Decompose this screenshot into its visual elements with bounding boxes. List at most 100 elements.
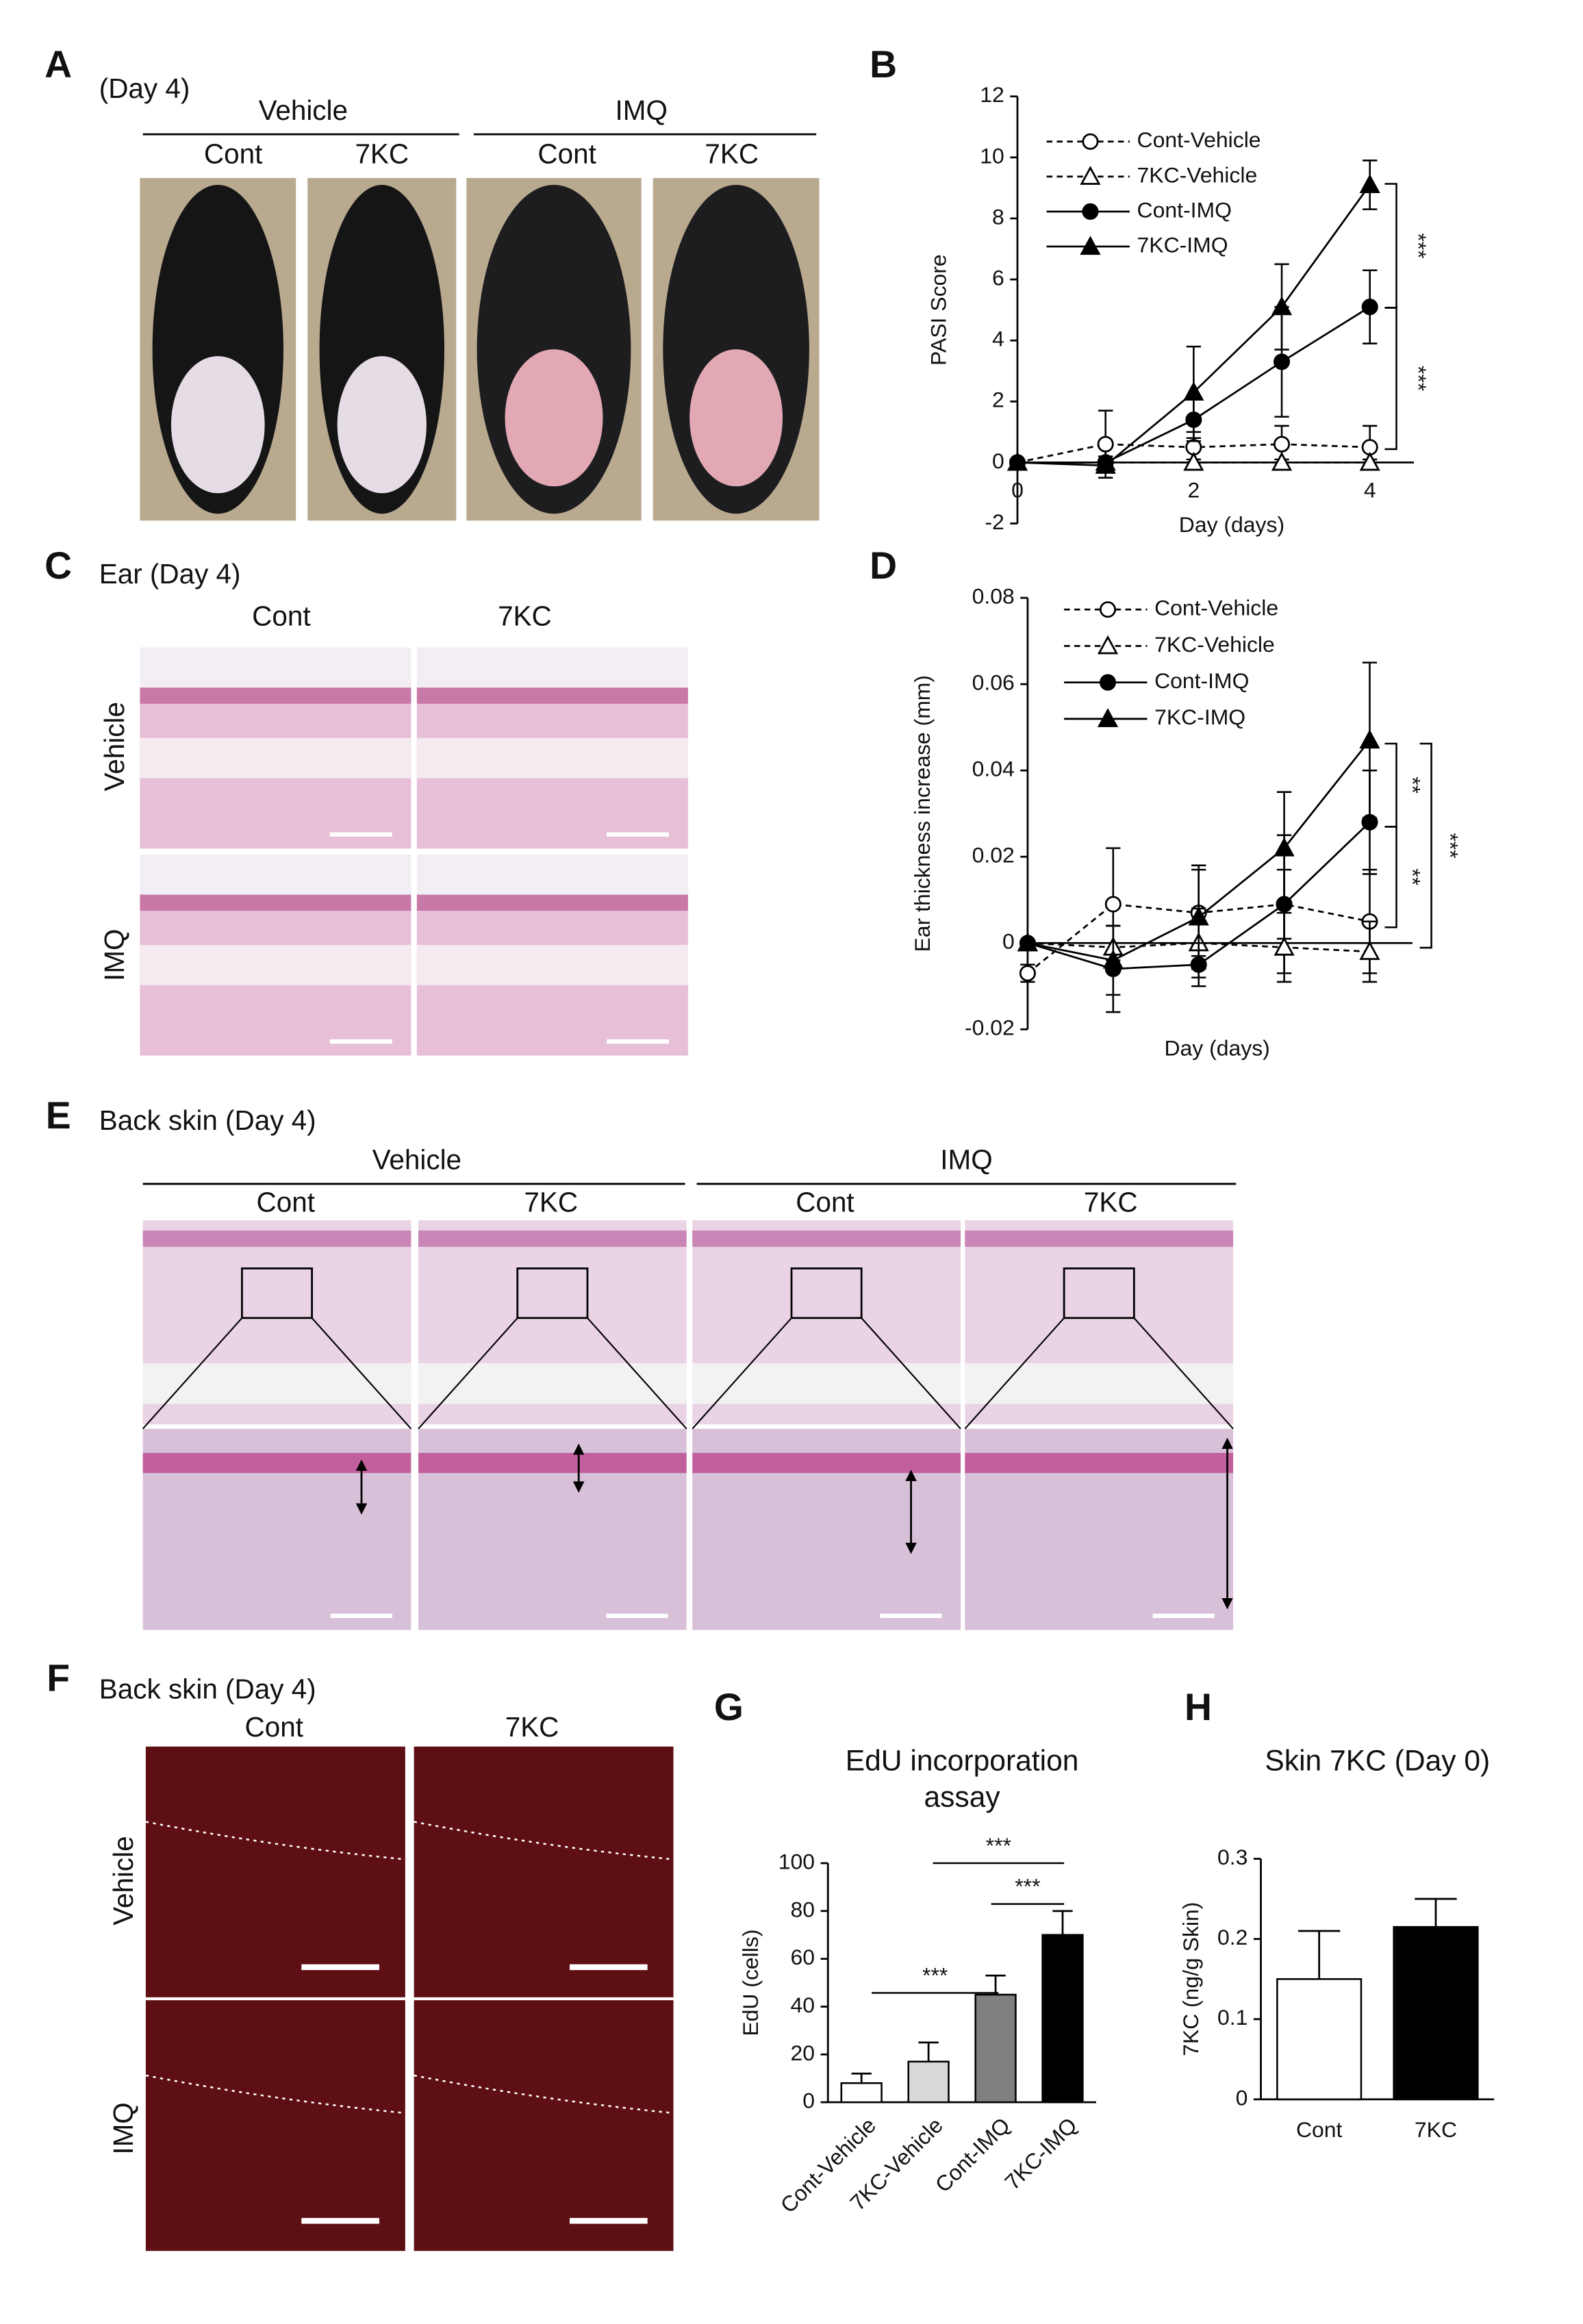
error-bar — [1298, 1930, 1341, 1980]
fat — [965, 1363, 1234, 1404]
panel-title: Back skin (Day 4) — [99, 1673, 316, 1704]
error-bar — [851, 2072, 872, 2084]
photo — [142, 1428, 411, 1630]
group-label: Vehicle — [372, 1144, 461, 1176]
bar — [1393, 1925, 1479, 2101]
zoom-line — [311, 1317, 412, 1430]
zoom-line — [1133, 1317, 1234, 1430]
cartilage — [416, 737, 688, 779]
data-point — [1359, 174, 1380, 194]
chart-title: Skin 7KC (Day 0) — [1265, 1744, 1490, 1777]
photo — [653, 177, 820, 521]
mouse-skin — [505, 349, 603, 487]
significance-label: *** — [1406, 366, 1431, 391]
legend-label: Cont-IMQ — [1154, 668, 1249, 693]
data-point — [1006, 451, 1028, 471]
zoom-line — [692, 1317, 792, 1430]
data-point — [1104, 896, 1122, 913]
legend-label: 7KC-Vehicle — [1137, 162, 1258, 187]
data-point — [1359, 729, 1380, 749]
legend-marker — [1080, 236, 1101, 255]
significance-label: *** — [1439, 833, 1463, 858]
photo — [466, 177, 642, 521]
zoom-box — [241, 1267, 313, 1319]
photo — [418, 1428, 687, 1630]
group-label: Vehicle — [259, 94, 348, 126]
x-tick-label: 0 — [1011, 477, 1024, 502]
significance-label: *** — [1015, 1874, 1040, 1899]
epidermis — [418, 1230, 687, 1247]
y-tick-label: 0.02 — [972, 843, 1015, 868]
significance-bracket — [1384, 183, 1397, 309]
group-label: IMQ — [940, 1144, 992, 1176]
significance-bracket — [1384, 742, 1397, 828]
data-point — [1361, 299, 1378, 316]
data-point — [1359, 941, 1380, 960]
legend-label: 7KC-IMQ — [1137, 232, 1228, 257]
legend-marker — [1097, 708, 1119, 727]
y-tick-label: 0.04 — [972, 757, 1015, 781]
data-point — [1274, 936, 1295, 956]
photo — [965, 1428, 1234, 1630]
x-tick-label: Cont — [1296, 2117, 1343, 2142]
photo — [416, 854, 688, 1056]
photo-bg — [414, 2000, 674, 2251]
y-tick-label: 0.2 — [1217, 1925, 1248, 1949]
data-point — [1273, 435, 1291, 453]
row-label: Vehicle — [107, 1836, 139, 1925]
data-point — [1019, 965, 1036, 982]
significance-label: *** — [922, 1963, 948, 1988]
cartilage — [416, 945, 688, 985]
significance-label: *** — [1406, 233, 1431, 258]
legend-label: 7KC-Vehicle — [1154, 632, 1275, 657]
y-tick-label: 12 — [980, 82, 1004, 107]
bar — [840, 2082, 883, 2104]
group-label: IMQ — [616, 94, 668, 126]
y-tick-label: 8 — [992, 204, 1004, 229]
row-label: Vehicle — [99, 702, 130, 791]
data-point — [1273, 353, 1291, 370]
photo — [416, 647, 688, 849]
zoom-box — [790, 1267, 863, 1319]
fat — [142, 1363, 411, 1404]
photo — [145, 2000, 405, 2251]
y-tick-label: -0.02 — [965, 1015, 1015, 1040]
legend-label: Cont-IMQ — [1137, 197, 1232, 222]
chart-title: EdU incorporation — [846, 1744, 1079, 1777]
column-label: 7KC — [1084, 1186, 1138, 1217]
data-point — [1271, 296, 1293, 316]
panel-letter: G — [714, 1686, 744, 1728]
photo — [692, 1428, 961, 1630]
panel-title: Ear (Day 4) — [99, 558, 241, 590]
photo — [965, 1220, 1234, 1425]
panel-letter: H — [1185, 1686, 1212, 1728]
y-axis-label: PASI Score — [926, 254, 951, 366]
dermal-border — [145, 1821, 405, 1860]
legend-marker — [1082, 133, 1099, 150]
x-tick-label: 7KC — [1415, 2117, 1457, 2142]
y-tick-label: 100 — [778, 1849, 815, 1873]
data-point — [1017, 932, 1038, 952]
y-tick-label: 40 — [791, 1993, 815, 2017]
error-bar — [1415, 1897, 1457, 1928]
x-axis-label: Day (days) — [1179, 512, 1284, 537]
cartilage — [140, 737, 411, 779]
error-bar — [985, 1974, 1006, 1995]
cartilage — [140, 945, 411, 985]
column-label: 7KC — [505, 1711, 559, 1743]
y-tick-label: 6 — [992, 266, 1004, 290]
photo-bg — [145, 1746, 405, 1997]
epidermis — [142, 1230, 411, 1247]
data-point — [1359, 451, 1380, 471]
column-label: Cont — [537, 138, 596, 170]
photo — [140, 647, 411, 849]
panel-title: (Day 4) — [99, 73, 190, 104]
y-tick-label: 60 — [791, 1945, 815, 1969]
mouse-skin — [689, 349, 783, 487]
significance-label: ** — [1400, 776, 1425, 794]
row-label: IMQ — [99, 929, 130, 981]
x-tick-label: 2 — [1187, 477, 1200, 502]
significance-label: *** — [986, 1833, 1011, 1858]
x-tick-label: 4 — [1364, 477, 1376, 502]
panel-letter: F — [47, 1657, 70, 1700]
